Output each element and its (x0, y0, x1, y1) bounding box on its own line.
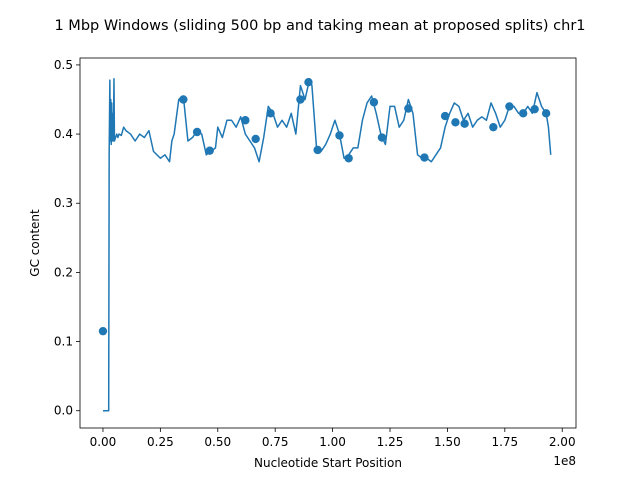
split-point-marker (541, 109, 551, 118)
y-tick-label: 0.0 (54, 404, 73, 418)
split-point-marker (404, 104, 413, 113)
x-tick-label: 1.25 (377, 435, 404, 449)
x-tick-label: 2.00 (549, 435, 576, 449)
split-point-marker (451, 118, 460, 127)
split-point-marker (518, 109, 528, 118)
plot-frame (79, 57, 577, 429)
series-line-layer (102, 78, 552, 412)
split-point-marker (489, 122, 498, 132)
split-point-marker (241, 116, 250, 125)
split-point-marker (530, 104, 539, 114)
split-point-marker (344, 154, 353, 163)
marker-layer (98, 78, 551, 336)
y-tick-label: 0.3 (54, 196, 73, 210)
y-tick-label: 0.4 (54, 127, 73, 141)
gc-content-line (102, 78, 552, 412)
split-point-marker (304, 78, 313, 87)
plot-area (79, 57, 577, 429)
split-point-marker (313, 145, 322, 155)
y-tick-label: 0.2 (54, 265, 73, 279)
y-axis-label: GC content (28, 209, 42, 277)
chart-title: 1 Mbp Windows (sliding 500 bp and taking… (54, 18, 585, 34)
x-tick-label: 0.50 (204, 435, 231, 449)
split-point-marker (98, 326, 108, 336)
x-tick-label: 1.75 (491, 435, 518, 449)
split-point-marker (505, 102, 514, 111)
x-tick-label: 1.50 (434, 435, 461, 449)
y-axis: 0.0 0.1 0.2 0.3 0.4 0.5 (54, 58, 80, 418)
split-point-marker (251, 134, 260, 144)
split-point-marker (205, 146, 214, 155)
split-point-marker (460, 119, 469, 128)
x-tick-label: 1.00 (319, 435, 346, 449)
split-point-marker (192, 127, 202, 137)
x-tick-label: 0.75 (262, 435, 289, 449)
x-tick-label: 0.00 (90, 435, 117, 449)
split-point-marker (377, 133, 387, 142)
x-axis-offset-label: 1e8 (553, 454, 576, 468)
split-point-marker (266, 109, 275, 118)
split-point-marker (296, 95, 305, 104)
x-axis-label: Nucleotide Start Position (254, 456, 402, 470)
y-tick-label: 0.1 (54, 335, 73, 349)
y-tick-label: 0.5 (54, 58, 73, 72)
split-point-marker (335, 131, 344, 140)
x-axis: 0.00 0.25 0.50 0.75 1.00 1.25 1.50 1.75 2.00 (90, 428, 576, 449)
split-point-marker (179, 95, 188, 104)
split-point-marker (440, 111, 450, 121)
split-point-marker (420, 153, 429, 162)
x-tick-label: 0.25 (147, 435, 174, 449)
split-point-marker (369, 98, 379, 107)
